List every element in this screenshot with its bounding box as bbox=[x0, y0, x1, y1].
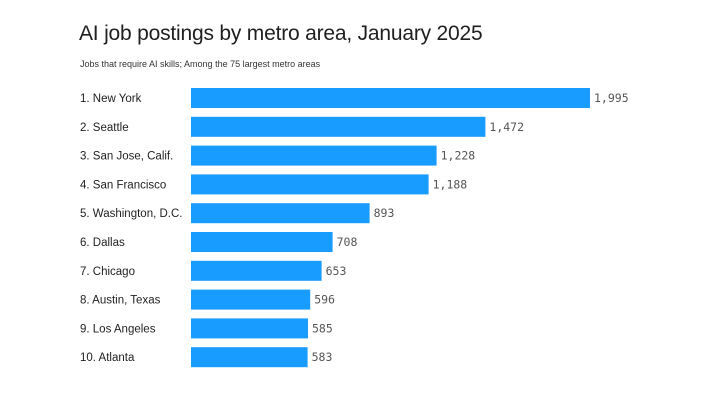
value-label: 585 bbox=[312, 321, 333, 335]
bar-10 bbox=[191, 347, 308, 368]
category-label: 7. Chicago bbox=[80, 266, 135, 278]
category-label: 1. New York bbox=[80, 93, 142, 105]
category-label: 9. Los Angeles bbox=[80, 323, 156, 335]
value-label: 583 bbox=[312, 350, 333, 364]
bar-6 bbox=[191, 232, 333, 252]
bar-1 bbox=[191, 88, 590, 108]
chart-subtitle: Jobs that require AI skills; Among the 7… bbox=[80, 59, 321, 69]
category-label: 5. Washington, D.C. bbox=[80, 208, 182, 220]
category-label: 10. Atlanta bbox=[80, 352, 135, 364]
bar-7 bbox=[191, 260, 322, 281]
value-label: 596 bbox=[314, 293, 335, 307]
category-label: 3. San Jose, Calif. bbox=[80, 151, 173, 163]
bars-group bbox=[191, 88, 590, 368]
bar-4 bbox=[191, 174, 429, 195]
value-label: 708 bbox=[337, 235, 358, 249]
category-label: 8. Austin, Texas bbox=[80, 295, 161, 307]
value-label: 1,995 bbox=[594, 91, 629, 105]
category-labels: 1. New York 2. Seattle 3. San Jose, Calif.… bbox=[80, 93, 182, 364]
bar-3 bbox=[191, 145, 437, 166]
category-label: 2. Seattle bbox=[80, 122, 129, 134]
value-label: 1,228 bbox=[441, 149, 476, 163]
value-label: 653 bbox=[326, 264, 347, 278]
value-label: 1,472 bbox=[489, 120, 524, 134]
value-label: 893 bbox=[374, 206, 395, 220]
bar-9 bbox=[191, 318, 308, 339]
bar-5 bbox=[191, 203, 370, 224]
bar-8 bbox=[191, 289, 311, 310]
value-labels: 1,995 1,472 1,228 1,188 893 708 653 596 585 583 bbox=[312, 91, 629, 364]
bar-2 bbox=[191, 116, 486, 137]
category-label: 6. Dallas bbox=[80, 237, 125, 249]
chart-title: AI job postings by metro area, January 2… bbox=[79, 22, 483, 45]
category-label: 4. San Francisco bbox=[80, 179, 166, 191]
value-label: 1,188 bbox=[433, 177, 468, 191]
